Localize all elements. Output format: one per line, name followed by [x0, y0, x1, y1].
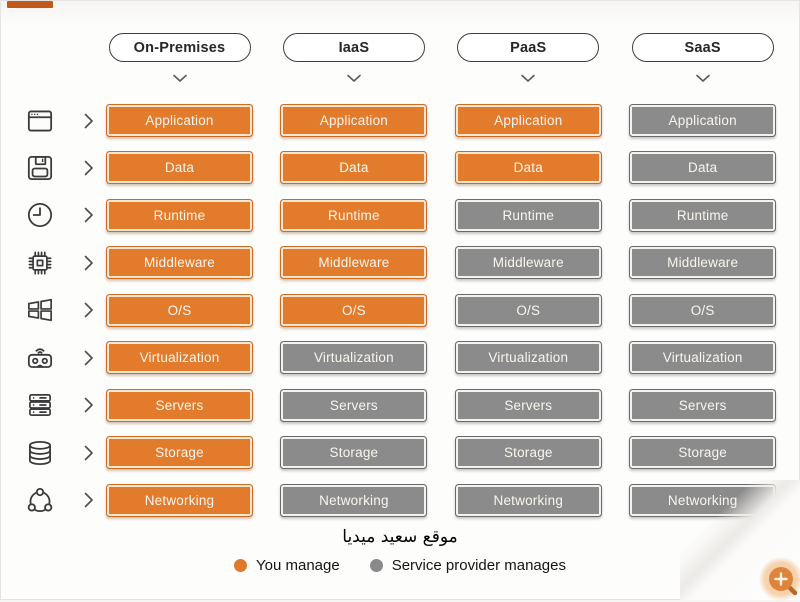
- cell-iaas-o-s: O/S: [280, 293, 428, 327]
- cell-iaas-virtualization: Virtualization: [280, 341, 428, 375]
- cell-paas-data: Data: [454, 151, 602, 185]
- server-rack-icon: [29, 394, 51, 417]
- windows-logo-icon: [27, 299, 53, 322]
- row-icon-servers: [23, 389, 95, 422]
- column-pill-paas: PaaS: [457, 33, 600, 62]
- cell-paas-middleware: Middleware: [454, 246, 602, 280]
- cell-saas-application: Application: [629, 104, 777, 137]
- zoom-in-button[interactable]: [765, 563, 799, 597]
- cell-paas-runtime: Runtime: [454, 198, 602, 232]
- cell-saas-middleware: Middleware: [629, 246, 777, 280]
- cell-paas-application: Application: [454, 104, 602, 137]
- chevron-right-icon: [84, 160, 93, 176]
- row-icon-runtime: [23, 199, 95, 232]
- cell-paas-o-s: O/S: [454, 293, 602, 327]
- grid: Application Application Application Applica…: [106, 104, 777, 517]
- cell-iaas-data: Data: [280, 151, 428, 185]
- watermark-text: موقع سعيد ميديا: [342, 527, 458, 547]
- cell-iaas-networking: Networking: [280, 483, 428, 517]
- cell-iaas-application: Application: [280, 104, 428, 137]
- cell-on-premises-servers: Servers: [106, 388, 253, 422]
- cell-saas-virtualization: Virtualization: [629, 341, 777, 375]
- cell-on-premises-virtualization: Virtualization: [106, 341, 253, 375]
- column-pill-iaas: IaaS: [282, 33, 425, 62]
- cell-on-premises-data: Data: [106, 151, 253, 185]
- vr-headset-icon: [27, 347, 53, 368]
- chevron-right-icon: [84, 208, 93, 223]
- chevron-right-icon: [84, 445, 93, 460]
- cell-paas-virtualization: Virtualization: [454, 341, 602, 375]
- cell-saas-storage: Storage: [629, 436, 777, 470]
- column-header-iaas: IaaS: [280, 33, 427, 83]
- network-nodes-icon: [27, 488, 53, 513]
- chevron-down-icon: [347, 74, 361, 82]
- chevron-right-icon: [84, 113, 93, 128]
- legend: You manage Service provider manages: [0, 557, 800, 574]
- row-icon-application: [23, 104, 95, 137]
- column-pill-on-premises: On-Premises: [108, 33, 251, 62]
- database-icon: [29, 440, 51, 465]
- legend-label-you-manage: You manage: [256, 557, 340, 574]
- chevron-down-icon: [521, 74, 536, 82]
- chevron-down-icon: [695, 74, 710, 82]
- cell-on-premises-o-s: O/S: [106, 293, 253, 327]
- browser-window-icon: [27, 110, 53, 131]
- cell-iaas-servers: Servers: [280, 388, 428, 422]
- chevron-right-icon: [84, 397, 93, 413]
- column-header-saas: SaaS: [629, 33, 776, 83]
- row-icon-os: [23, 294, 95, 327]
- legend-label-provider-manages: Service provider manages: [391, 557, 566, 574]
- row-icon-middleware: [23, 246, 95, 279]
- chevron-right-icon: [84, 350, 93, 366]
- column-header-on-premises: On-Premises: [106, 33, 253, 83]
- cell-iaas-middleware: Middleware: [280, 246, 428, 280]
- cell-saas-servers: Servers: [629, 388, 777, 422]
- floppy-disk-icon: [27, 155, 53, 180]
- column-pill-saas: SaaS: [631, 33, 774, 62]
- cpu-chip-icon: [28, 251, 52, 275]
- cell-on-premises-middleware: Middleware: [106, 246, 253, 280]
- legend-dot-provider-manages: [369, 559, 383, 572]
- column-headers: On-Premises IaaS PaaS SaaS: [106, 33, 776, 83]
- chevron-right-icon: [84, 302, 93, 318]
- row-icon-networking: [23, 484, 95, 517]
- zoom-in-icon: [769, 567, 798, 596]
- cell-iaas-storage: Storage: [280, 436, 428, 470]
- clock-icon: [27, 203, 53, 228]
- cell-saas-runtime: Runtime: [629, 198, 777, 232]
- legend-item-you-manage: You manage: [234, 557, 340, 574]
- cell-on-premises-storage: Storage: [106, 436, 253, 470]
- cell-paas-networking: Networking: [454, 483, 602, 517]
- cell-paas-servers: Servers: [454, 388, 602, 422]
- cell-on-premises-application: Application: [106, 104, 253, 137]
- cell-saas-data: Data: [629, 151, 777, 185]
- legend-item-provider-manages: Service provider manages: [369, 557, 566, 574]
- cell-paas-storage: Storage: [454, 436, 602, 470]
- row-icon-virtualization: [23, 341, 95, 374]
- chevron-right-icon: [84, 255, 93, 271]
- cell-on-premises-runtime: Runtime: [106, 198, 253, 232]
- cell-saas-o-s: O/S: [629, 293, 777, 327]
- row-icon-data: [23, 151, 95, 184]
- column-header-paas: PaaS: [455, 33, 602, 83]
- cell-iaas-runtime: Runtime: [280, 198, 428, 232]
- top-left-accent-dash: [7, 1, 53, 8]
- legend-dot-you-manage: [234, 559, 248, 572]
- chevron-right-icon: [84, 492, 93, 508]
- chevron-down-icon: [172, 74, 187, 82]
- cell-on-premises-networking: Networking: [106, 483, 253, 517]
- row-icon-storage: [23, 436, 95, 469]
